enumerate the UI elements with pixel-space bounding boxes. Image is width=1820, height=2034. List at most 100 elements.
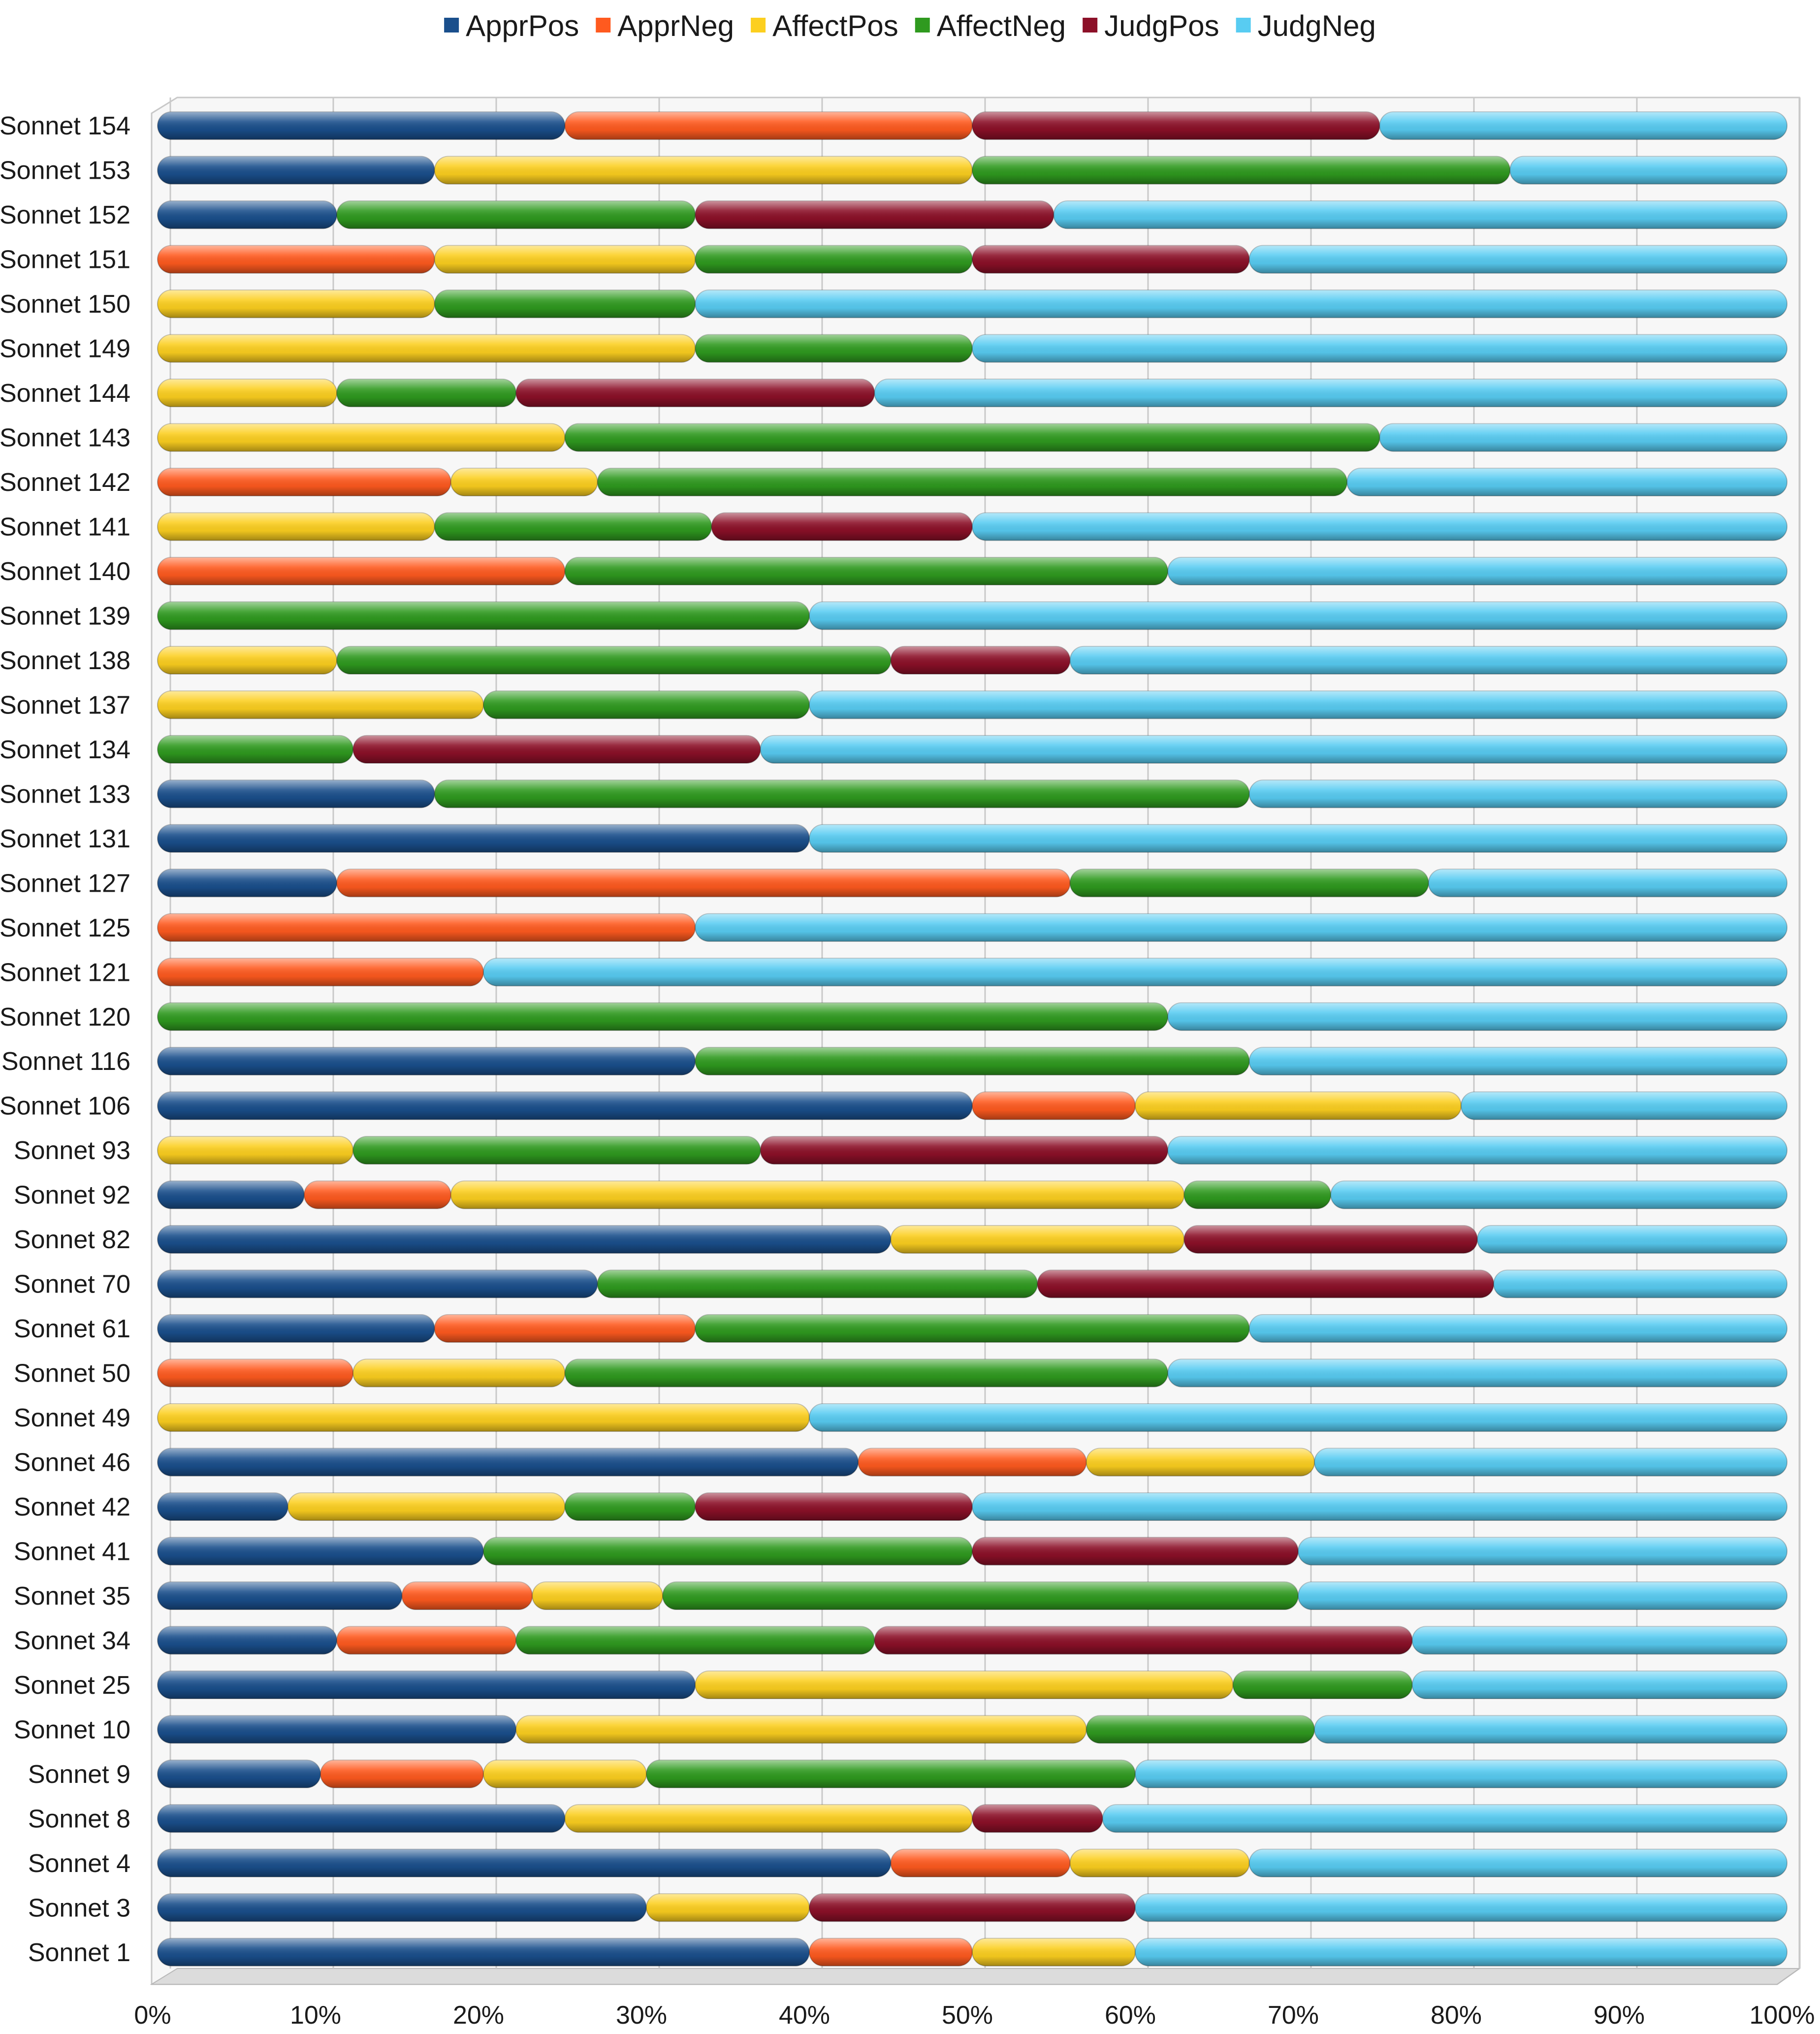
category-label: Sonnet 49 [14, 1404, 130, 1432]
bar-segment-shading [1102, 1805, 1787, 1833]
bar-segment-shading [874, 379, 1787, 407]
category-label: Sonnet 4 [28, 1849, 130, 1878]
bar-segment-shading [158, 1582, 402, 1610]
bar-segment-shading [891, 1849, 1070, 1877]
bar-row-sonnet-133 [157, 779, 1788, 808]
x-tick-label: 40% [779, 2001, 830, 2030]
category-label: Sonnet 46 [14, 1449, 130, 1477]
bar-segment-shading [972, 1537, 1298, 1565]
bar-segment-shading [695, 334, 972, 362]
bar-row-sonnet-152 [157, 200, 1788, 229]
bar-segment-shading [1168, 1136, 1787, 1164]
bar-segment-shading [158, 1448, 859, 1476]
bar-row-sonnet-143 [157, 423, 1788, 452]
bar-segment-shading [1070, 646, 1787, 674]
bar-segment-shading [972, 112, 1380, 140]
category-label: Sonnet 92 [14, 1181, 130, 1210]
bar-segment-shading [516, 379, 875, 407]
bar-row-sonnet-116 [157, 1047, 1788, 1076]
bar-row-sonnet-153 [157, 156, 1788, 185]
bar-row-sonnet-49 [157, 1403, 1788, 1432]
bar-segment-shading [158, 201, 337, 229]
bar-segment-shading [434, 245, 696, 273]
bar-segment-shading [695, 1315, 1249, 1343]
bar-segment-shading [483, 691, 809, 719]
bar-row-sonnet-92 [157, 1180, 1788, 1209]
category-label: Sonnet 133 [0, 780, 130, 808]
bar-segment-shading [1135, 1894, 1787, 1922]
bar-segment-shading [972, 245, 1249, 273]
bar-row-sonnet-61 [157, 1314, 1788, 1343]
bar-segment-shading [695, 1492, 972, 1521]
x-gridlines [169, 97, 1801, 1969]
bar-segment-shading [353, 1136, 761, 1164]
bar-segment-shading [565, 112, 972, 140]
category-label: Sonnet 137 [0, 691, 130, 719]
x-tick-label: 30% [616, 2001, 667, 2030]
bar-segment-shading [158, 1136, 353, 1164]
bar-row-sonnet-8 [157, 1804, 1788, 1833]
bar-row-sonnet-25 [157, 1670, 1788, 1699]
bar-segment-shading [158, 1181, 304, 1209]
legend-item-affectpos: AffectPos [751, 9, 898, 42]
bar-segment-shading [1314, 1448, 1787, 1476]
bar-segment-shading [337, 379, 516, 407]
bar-segment-shading [483, 1760, 646, 1788]
bar-segment-shading [158, 1894, 646, 1922]
bar-segment-shading [1298, 1582, 1787, 1610]
legend-swatch [596, 18, 611, 32]
bar-segment-shading [158, 1938, 809, 1966]
bar-segment-shading [158, 1092, 972, 1120]
bar-segment-shading [891, 646, 1070, 674]
legend-label: JudgPos [1104, 9, 1219, 42]
category-label: Sonnet 116 [1, 1047, 130, 1076]
bar-segment-shading [434, 780, 1249, 808]
legend-swatch [444, 18, 459, 32]
bar-segment-shading [809, 1894, 1135, 1922]
bar-segment-shading [158, 290, 435, 318]
plot-floor [150, 1968, 1801, 1985]
bar-segment-shading [337, 1626, 516, 1654]
bar-segment-shading [1412, 1626, 1787, 1654]
bar-segment-shading [532, 1582, 663, 1610]
category-label: Sonnet 25 [14, 1671, 130, 1700]
bar-segment-shading [1379, 112, 1787, 140]
bar-row-sonnet-10 [157, 1715, 1788, 1744]
category-label: Sonnet 106 [0, 1092, 130, 1121]
legend-label: AffectPos [772, 9, 898, 42]
category-label: Sonnet 9 [28, 1760, 130, 1789]
x-tick-label: 10% [290, 2001, 341, 2030]
bar-segment-shading [565, 1805, 972, 1833]
bar-segment-shading [1037, 1270, 1494, 1298]
bar-segment-shading [972, 334, 1787, 362]
category-label: Sonnet 82 [14, 1226, 130, 1254]
bar-segment-shading [158, 824, 809, 852]
bar-row-sonnet-121 [157, 958, 1788, 987]
x-tick-label: 60% [1105, 2001, 1156, 2030]
bar-segment-shading [450, 468, 598, 496]
bar-segment-shading [158, 1315, 435, 1343]
category-label: Sonnet 153 [0, 157, 130, 185]
x-tick-label: 90% [1594, 2001, 1645, 2030]
bar-segment-shading [516, 1626, 875, 1654]
legend-swatch [751, 18, 766, 32]
bar-segment-shading [646, 1760, 1135, 1788]
legend-item-judgneg: JudgNeg [1236, 9, 1376, 42]
bar-segment-shading [695, 290, 1787, 318]
bar-segment-shading [483, 958, 1787, 986]
category-label: Sonnet 10 [14, 1715, 130, 1744]
bar-segment-shading [1249, 1047, 1787, 1075]
bar-segment-shading [483, 1537, 972, 1565]
category-label: Sonnet 127 [0, 869, 130, 898]
category-label: Sonnet 140 [0, 557, 130, 586]
bar-segment-shading [158, 1715, 516, 1743]
category-label: Sonnet 149 [0, 335, 130, 363]
legend-label: JudgNeg [1258, 9, 1376, 42]
bar-segment-shading [158, 1805, 565, 1833]
bar-segment-shading [1233, 1671, 1412, 1699]
bar-segment-shading [663, 1582, 1298, 1610]
bar-segment-shading [158, 557, 565, 585]
legend-item-apprpos: ApprPos [444, 9, 579, 42]
category-label: Sonnet 1 [28, 1938, 130, 1967]
category-label: Sonnet 139 [0, 602, 130, 630]
